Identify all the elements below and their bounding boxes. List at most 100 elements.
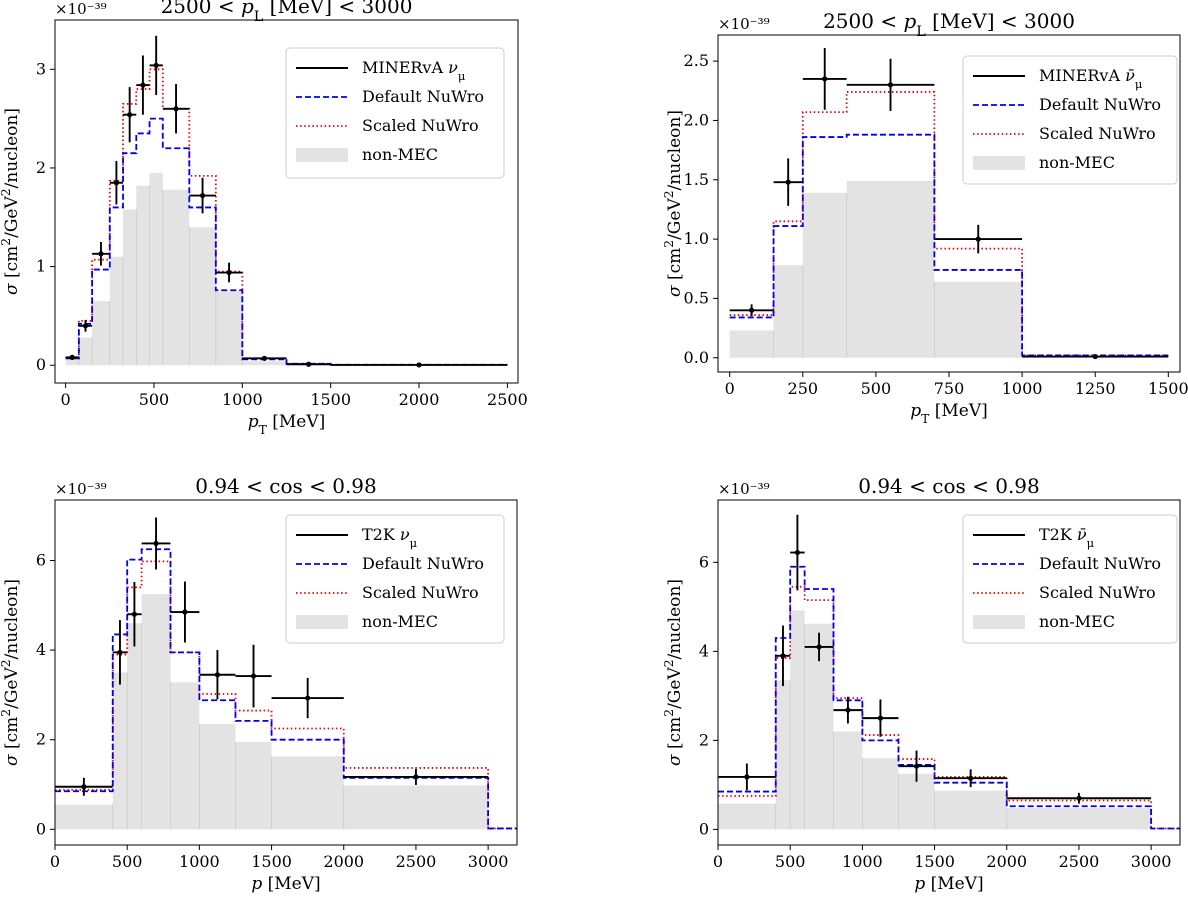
y-tick-label: 0.0 [684,348,709,367]
y-tick-label: 1.0 [684,229,709,248]
non-mec-bar [934,281,1023,358]
chart-panel-1: 0 500 1000 1500 2000 2500 0 1 2 3 2500 < pL [MeV] … [0,0,528,437]
data-point [65,354,79,360]
legend-label: Scaled NuWro [1039,583,1156,602]
non-mec-bar [235,741,272,830]
x-tick-label: 500 [775,852,806,871]
legend-label: Default NuWro [1039,95,1161,114]
x-tick-label: 2500 [487,390,528,409]
y-offset-label: ×10⁻³⁹ [55,0,107,18]
x-tick-label: 500 [861,379,892,398]
chart-panel-4: 0 500 1000 1500 2000 2500 3000 0 2 4 6 0.94 < cos <… [662,474,1181,894]
data-point [141,517,171,570]
data-point [330,362,508,368]
legend-label: Default NuWro [1039,554,1161,573]
legend-entry: T2K νμ [296,525,418,550]
y-tick-label: 1 [36,257,46,276]
chart-panel-3: 0 500 1000 1500 2000 2500 3000 0 2 4 6 0.94 < cos <… [0,474,518,894]
x-tick-label: 0 [61,390,71,409]
data-point [78,319,93,332]
non-mec-bar [862,758,899,830]
non-mec-bar [170,682,200,830]
non-mec-bar [1006,808,1152,830]
data-point [802,48,847,110]
chart-title: 0.94 < cos < 0.98 [195,474,377,498]
x-tick-label: 1500 [251,852,292,871]
data-point [215,262,243,283]
x-axis-label: p [MeV] [251,874,320,894]
axes-frame [54,499,518,846]
data-point [833,696,863,724]
default-nuwro-line [65,117,508,366]
chart-title: 2500 < pL [MeV] < 3000 [823,9,1075,40]
non-mec-bar [78,337,93,366]
data-point [934,224,1023,254]
x-tick-label: 1000 [222,390,263,409]
data-point [123,87,137,143]
non-mec-bar [55,804,113,830]
data-point [199,650,236,700]
x-tick-label: 1250 [1075,379,1116,398]
non-mec-bar [898,773,935,830]
legend-swatch [973,615,1025,629]
legend-label: MINERvA ν̄μ [1039,66,1143,91]
plot-area [55,517,517,830]
non-mec-bar [109,256,124,366]
legend-entry: Scaled NuWro [973,124,1156,143]
legend-entry: Default NuWro [973,554,1161,573]
legend-entry: Scaled NuWro [296,116,479,135]
scaled-nuwro-line [55,560,517,830]
data-point [773,158,803,206]
default-nuwro-line [718,565,1180,830]
data-point [271,677,344,719]
x-axis-label: pT [MeV] [248,412,325,437]
data-point [804,632,834,662]
legend: MINERvA ν̄μ Default NuWro Scaled NuWro non-… [962,55,1178,185]
scaled-nuwro-line [729,91,1169,357]
plot-area [65,35,508,368]
non-mec-bar [729,330,774,358]
legend-entry: non-MEC [973,153,1115,172]
legend-swatch [296,148,348,162]
legend-label: Scaled NuWro [1039,124,1156,143]
non-mec-bar [934,790,1007,830]
legend-entry: non-MEC [296,612,438,631]
legend-swatch [973,156,1025,170]
y-offset-label: ×10⁻³⁹ [718,480,770,498]
data-point [149,35,163,95]
legend-entry: Default NuWro [973,95,1161,114]
y-axis-label: σ [cm2/GeV2/nucleon] [0,579,22,766]
non-mec-bar [112,672,128,830]
chart-title: 0.94 < cos < 0.98 [858,474,1040,498]
x-tick-label: 2500 [396,852,437,871]
data-point [343,768,489,785]
y-axis-label: σ [cm2/GeV2/nucleon] [662,110,685,297]
chart-title: 2500 < pL [MeV] < 3000 [161,0,413,25]
legend-entry: non-MEC [296,145,438,164]
non-mec-bar [65,359,79,366]
legend-label: Scaled NuWro [362,583,479,602]
non-mec-bar [136,185,150,366]
legend-label: Default NuWro [362,87,484,106]
y-tick-label: 3 [36,59,46,78]
x-tick-label: 3000 [468,852,509,871]
legend-label: Scaled NuWro [362,116,479,135]
legend-label: Default NuWro [362,554,484,573]
y-tick-label: 4 [36,640,46,659]
data-point [136,55,150,115]
non-mec-bar [189,227,216,366]
non-mec-bar [846,180,935,358]
data-point [1022,353,1169,360]
data-point [92,241,110,266]
x-tick-label: 750 [934,379,965,398]
non-mec-bar [242,361,287,366]
legend-swatch [296,615,348,629]
y-tick-label: 0 [699,819,709,838]
legend-entry: T2K ν̄μ [973,525,1095,550]
x-tick-label: 0 [50,852,60,871]
y-tick-label: 2 [36,158,46,177]
y-tick-label: 2 [36,730,46,749]
data-point [934,769,1007,788]
non-mec-bar [833,731,863,830]
